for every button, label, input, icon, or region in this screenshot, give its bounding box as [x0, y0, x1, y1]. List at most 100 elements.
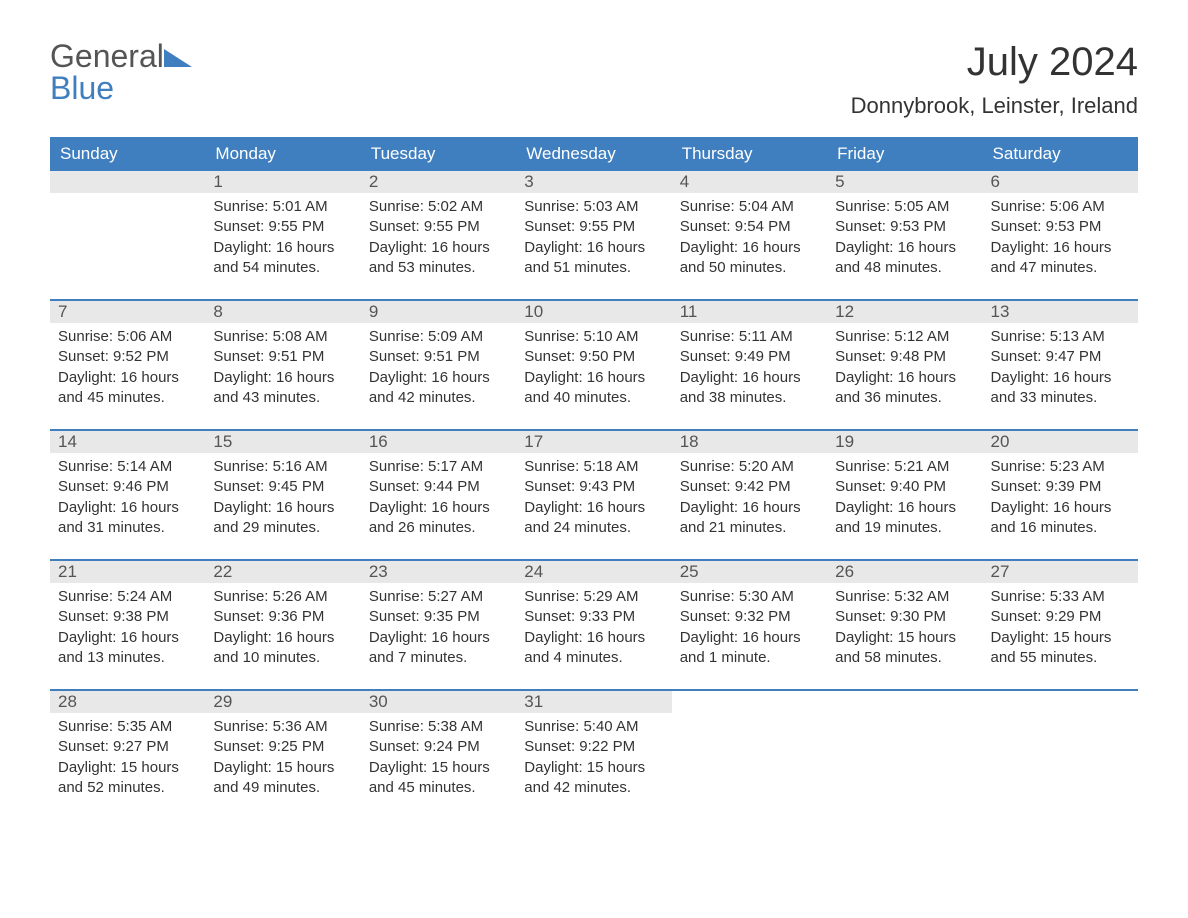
day-number: 10: [516, 301, 671, 323]
sunrise-text: Sunrise: 5:18 AM: [524, 457, 663, 477]
sunrise-text: Sunrise: 5:33 AM: [991, 587, 1130, 607]
day-number: 9: [361, 301, 516, 323]
day-data: Sunrise: 5:06 AMSunset: 9:53 PMDaylight:…: [983, 193, 1138, 286]
sunrise-text: Sunrise: 5:05 AM: [835, 197, 974, 217]
daylight-text: Daylight: 16 hours and 4 minutes.: [524, 628, 663, 669]
day-number: 31: [516, 691, 671, 713]
title-block: July 2024 Donnybrook, Leinster, Ireland: [851, 40, 1138, 119]
calendar-day: 8Sunrise: 5:08 AMSunset: 9:51 PMDaylight…: [205, 301, 360, 429]
calendar-week: 7Sunrise: 5:06 AMSunset: 9:52 PMDaylight…: [50, 299, 1138, 429]
calendar-day: 10 Sunrise: 5:10 AMSunset: 9:50 PMDayligh…: [516, 301, 671, 429]
day-data: Sunrise: 5:36 AMSunset: 9:25 PMDaylight:…: [205, 713, 360, 806]
daylight-text: Daylight: 15 hours and 55 minutes.: [991, 628, 1130, 669]
sunrise-text: Sunrise: 5:40 AM: [524, 717, 663, 737]
sunrise-text: Sunrise: 5:38 AM: [369, 717, 508, 737]
calendar-day: 27Sunrise: 5:33 AMSunset: 9:29 PMDayligh…: [983, 561, 1138, 689]
sunrise-text: Sunrise: 5:20 AM: [680, 457, 819, 477]
day-data: Sunrise: 5:03 AMSunset: 9:55 PMDaylight:…: [516, 193, 671, 286]
daylight-text: Daylight: 16 hours and 47 minutes.: [991, 238, 1130, 279]
daylight-text: Daylight: 15 hours and 58 minutes.: [835, 628, 974, 669]
day-data: Sunrise: 5:01 AMSunset: 9:55 PMDaylight:…: [205, 193, 360, 286]
day-data: Sunrise: 5:29 AMSunset: 9:33 PMDaylight:…: [516, 583, 671, 676]
sunrise-text: Sunrise: 5:27 AM: [369, 587, 508, 607]
sunset-text: Sunset: 9:44 PM: [369, 477, 508, 497]
daylight-text: Daylight: 15 hours and 52 minutes.: [58, 758, 197, 799]
sunrise-text: Sunrise: 5:06 AM: [58, 327, 197, 347]
calendar-day: 19Sunrise: 5:21 AMSunset: 9:40 PMDayligh…: [827, 431, 982, 559]
weekday-header-row: SundayMondayTuesdayWednesdayThursdayFrid…: [50, 137, 1138, 171]
day-data: Sunrise: 5:38 AMSunset: 9:24 PMDaylight:…: [361, 713, 516, 806]
sunrise-text: Sunrise: 5:06 AM: [991, 197, 1130, 217]
sunrise-text: Sunrise: 5:10 AM: [524, 327, 663, 347]
daylight-text: Daylight: 16 hours and 7 minutes.: [369, 628, 508, 669]
sunrise-text: Sunrise: 5:01 AM: [213, 197, 352, 217]
weekday-header: Wednesday: [516, 137, 671, 171]
sunset-text: Sunset: 9:49 PM: [680, 347, 819, 367]
day-number-empty: [50, 171, 205, 193]
sunrise-text: Sunrise: 5:12 AM: [835, 327, 974, 347]
logo-text-line1: General: [50, 38, 164, 74]
sunrise-text: Sunrise: 5:03 AM: [524, 197, 663, 217]
calendar-day: 20Sunrise: 5:23 AMSunset: 9:39 PMDayligh…: [983, 431, 1138, 559]
daylight-text: Daylight: 16 hours and 21 minutes.: [680, 498, 819, 539]
calendar-day: 29Sunrise: 5:36 AMSunset: 9:25 PMDayligh…: [205, 691, 360, 819]
sunset-text: Sunset: 9:43 PM: [524, 477, 663, 497]
day-number: 21: [50, 561, 205, 583]
sunset-text: Sunset: 9:54 PM: [680, 217, 819, 237]
daylight-text: Daylight: 16 hours and 36 minutes.: [835, 368, 974, 409]
day-number: 25: [672, 561, 827, 583]
sunset-text: Sunset: 9:47 PM: [991, 347, 1130, 367]
sunrise-text: Sunrise: 5:36 AM: [213, 717, 352, 737]
day-number: 30: [361, 691, 516, 713]
daylight-text: Daylight: 16 hours and 50 minutes.: [680, 238, 819, 279]
page: General Blue July 2024 Donnybrook, Leins…: [0, 0, 1188, 859]
daylight-text: Daylight: 16 hours and 31 minutes.: [58, 498, 197, 539]
day-data: Sunrise: 5:09 AMSunset: 9:51 PMDaylight:…: [361, 323, 516, 416]
calendar-day: [672, 691, 827, 819]
daylight-text: Daylight: 15 hours and 42 minutes.: [524, 758, 663, 799]
logo-flag-icon: [164, 40, 192, 72]
daylight-text: Daylight: 16 hours and 16 minutes.: [991, 498, 1130, 539]
sunset-text: Sunset: 9:55 PM: [369, 217, 508, 237]
day-number: 2: [361, 171, 516, 193]
daylight-text: Daylight: 16 hours and 51 minutes.: [524, 238, 663, 279]
logo: General Blue: [50, 40, 192, 104]
day-number: 19: [827, 431, 982, 453]
weekday-header: Sunday: [50, 137, 205, 171]
calendar-weeks: 1Sunrise: 5:01 AMSunset: 9:55 PMDaylight…: [50, 171, 1138, 819]
daylight-text: Daylight: 16 hours and 54 minutes.: [213, 238, 352, 279]
daylight-text: Daylight: 16 hours and 10 minutes.: [213, 628, 352, 669]
daylight-text: Daylight: 16 hours and 1 minute.: [680, 628, 819, 669]
daylight-text: Daylight: 16 hours and 40 minutes.: [524, 368, 663, 409]
sunset-text: Sunset: 9:35 PM: [369, 607, 508, 627]
day-data: Sunrise: 5:05 AMSunset: 9:53 PMDaylight:…: [827, 193, 982, 286]
sunrise-text: Sunrise: 5:11 AM: [680, 327, 819, 347]
day-number: 3: [516, 171, 671, 193]
sunset-text: Sunset: 9:46 PM: [58, 477, 197, 497]
sunset-text: Sunset: 9:40 PM: [835, 477, 974, 497]
day-data: Sunrise: 5:16 AMSunset: 9:45 PMDaylight:…: [205, 453, 360, 546]
day-data: Sunrise: 5:26 AMSunset: 9:36 PMDaylight:…: [205, 583, 360, 676]
day-number: 17: [516, 431, 671, 453]
calendar-day: 21Sunrise: 5:24 AMSunset: 9:38 PMDayligh…: [50, 561, 205, 689]
sunrise-text: Sunrise: 5:02 AM: [369, 197, 508, 217]
sunset-text: Sunset: 9:48 PM: [835, 347, 974, 367]
day-number: 13: [983, 301, 1138, 323]
day-number: 24: [516, 561, 671, 583]
daylight-text: Daylight: 15 hours and 49 minutes.: [213, 758, 352, 799]
calendar-day: 30Sunrise: 5:38 AMSunset: 9:24 PMDayligh…: [361, 691, 516, 819]
sunset-text: Sunset: 9:50 PM: [524, 347, 663, 367]
calendar-day: 4Sunrise: 5:04 AMSunset: 9:54 PMDaylight…: [672, 171, 827, 299]
calendar-day: 23Sunrise: 5:27 AMSunset: 9:35 PMDayligh…: [361, 561, 516, 689]
day-data: Sunrise: 5:33 AMSunset: 9:29 PMDaylight:…: [983, 583, 1138, 676]
day-data: Sunrise: 5:08 AMSunset: 9:51 PMDaylight:…: [205, 323, 360, 416]
day-data: Sunrise: 5:40 AMSunset: 9:22 PMDaylight:…: [516, 713, 671, 806]
day-data: Sunrise: 5:30 AMSunset: 9:32 PMDaylight:…: [672, 583, 827, 676]
sunrise-text: Sunrise: 5:32 AM: [835, 587, 974, 607]
sunrise-text: Sunrise: 5:14 AM: [58, 457, 197, 477]
calendar-day: 11Sunrise: 5:11 AMSunset: 9:49 PMDayligh…: [672, 301, 827, 429]
calendar-day: 5Sunrise: 5:05 AMSunset: 9:53 PMDaylight…: [827, 171, 982, 299]
sunset-text: Sunset: 9:51 PM: [369, 347, 508, 367]
day-data: Sunrise: 5:12 AMSunset: 9:48 PMDaylight:…: [827, 323, 982, 416]
sunset-text: Sunset: 9:32 PM: [680, 607, 819, 627]
